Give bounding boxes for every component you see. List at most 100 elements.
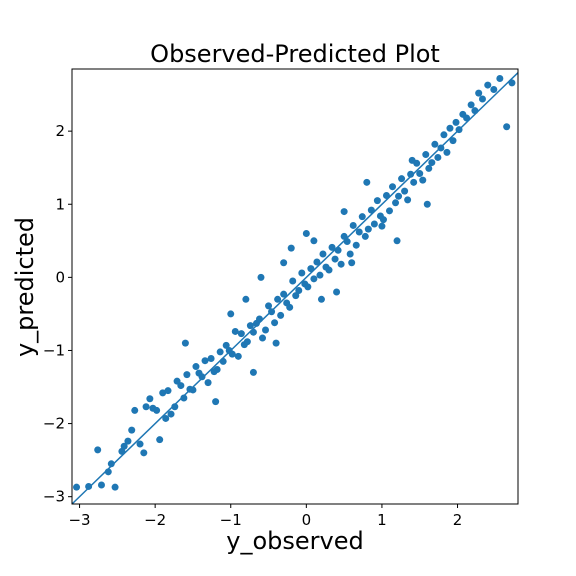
scatter-point	[120, 442, 128, 450]
scatter-point	[280, 259, 288, 267]
scatter-point	[257, 273, 265, 281]
scatter-point	[316, 271, 324, 279]
scatter-point	[392, 199, 400, 207]
x-tick-label: 2	[453, 511, 463, 529]
scatter-point	[94, 446, 102, 454]
scatter-point	[319, 250, 327, 258]
y-tick-label: 2	[55, 122, 65, 140]
scatter-point	[328, 243, 336, 251]
scatter-point	[475, 89, 483, 97]
scatter-point	[343, 238, 351, 246]
scatter-point	[156, 436, 164, 444]
scatter-point	[463, 114, 471, 122]
scatter-point	[302, 229, 310, 237]
y-tick-label: −3	[43, 488, 65, 506]
scatter-point	[243, 338, 251, 346]
scatter-point	[382, 191, 390, 199]
scatter-point	[189, 386, 197, 394]
scatter-point	[258, 334, 266, 342]
scatter-point	[364, 225, 372, 233]
scatter-point	[478, 95, 486, 103]
scatter-point	[237, 330, 245, 338]
scatter-point	[268, 308, 276, 316]
scatter-point	[446, 124, 454, 132]
scatter-point	[111, 483, 119, 491]
scatter-point	[271, 319, 279, 327]
scatter-point	[198, 373, 206, 381]
y-tick-label: −2	[43, 415, 65, 433]
scatter-point	[310, 237, 318, 245]
scatter-point	[471, 107, 479, 115]
scatter-point	[131, 406, 139, 414]
scatter-point	[201, 357, 209, 365]
scatter-point	[287, 244, 295, 252]
scatter-point	[452, 118, 460, 126]
scatter-point	[379, 216, 387, 224]
scatter-point	[212, 398, 220, 406]
scatter-point	[385, 207, 393, 215]
scatter-point	[298, 269, 306, 277]
scatter-point	[181, 339, 189, 347]
scatter-point	[136, 440, 144, 448]
scatter-point	[361, 232, 369, 240]
y-tick-label: 1	[55, 195, 65, 213]
scatter-point	[274, 295, 282, 303]
y-axis-label: y_predicted	[11, 217, 39, 357]
scatter-point	[340, 208, 348, 216]
scatter-point	[490, 85, 498, 93]
scatter-point	[355, 228, 363, 236]
scatter-point	[255, 315, 263, 323]
scatter-point	[249, 368, 257, 376]
scatter-point	[231, 327, 239, 335]
scatter-point	[272, 339, 280, 347]
reference-line-layer	[71, 72, 519, 505]
scatter-point	[437, 144, 445, 152]
scatter-point	[334, 246, 342, 254]
scatter-point	[249, 328, 257, 336]
scatter-point	[227, 310, 235, 318]
x-tick-label: −2	[144, 511, 166, 529]
scatter-point	[142, 403, 150, 411]
scatter-point	[313, 258, 321, 266]
chart-title: Observed-Predicted Plot	[150, 40, 440, 68]
scatter-point	[207, 355, 215, 363]
scatter-point	[337, 260, 345, 268]
scatter-point	[358, 213, 366, 221]
scatter-point	[216, 348, 224, 356]
x-tick-label: −1	[220, 511, 242, 529]
scatter-point	[419, 176, 427, 184]
reference-line	[71, 72, 519, 505]
scatter-point	[407, 170, 415, 178]
scatter-point	[242, 295, 250, 303]
scatter-point	[449, 137, 457, 145]
x-tick-label: 1	[377, 511, 387, 529]
scatter-point	[234, 352, 242, 360]
scatter-point	[331, 255, 339, 263]
scatter-point	[389, 183, 397, 191]
scatter-point	[140, 449, 148, 457]
x-axis-ticks: −3 −2 −1 0 1 2	[68, 504, 462, 529]
scatter-point	[425, 164, 433, 172]
x-tick-label: 0	[302, 511, 312, 529]
scatter-point	[431, 140, 439, 148]
x-tick-label: −3	[68, 511, 90, 529]
scatter-point	[153, 406, 161, 414]
scatter-point	[128, 426, 136, 434]
scatter-point	[85, 482, 93, 490]
y-tick-label: −1	[43, 341, 65, 359]
scatter-point	[280, 290, 288, 298]
scatter-point	[395, 192, 403, 200]
scatter-point	[204, 379, 212, 387]
x-axis-label: y_observed	[226, 527, 363, 555]
scatter-point	[423, 200, 431, 208]
scatter-point	[370, 220, 378, 228]
scatter-point	[352, 241, 360, 249]
scatter-point	[262, 326, 270, 334]
scatter-point	[167, 410, 175, 418]
y-axis-ticks: −3 −2 −1 0 1 2	[43, 122, 72, 506]
scatter-point	[410, 178, 418, 186]
scatter-point	[349, 221, 357, 229]
scatter-point	[228, 350, 236, 358]
scatter-point	[222, 341, 230, 349]
scatter-point	[97, 481, 105, 489]
